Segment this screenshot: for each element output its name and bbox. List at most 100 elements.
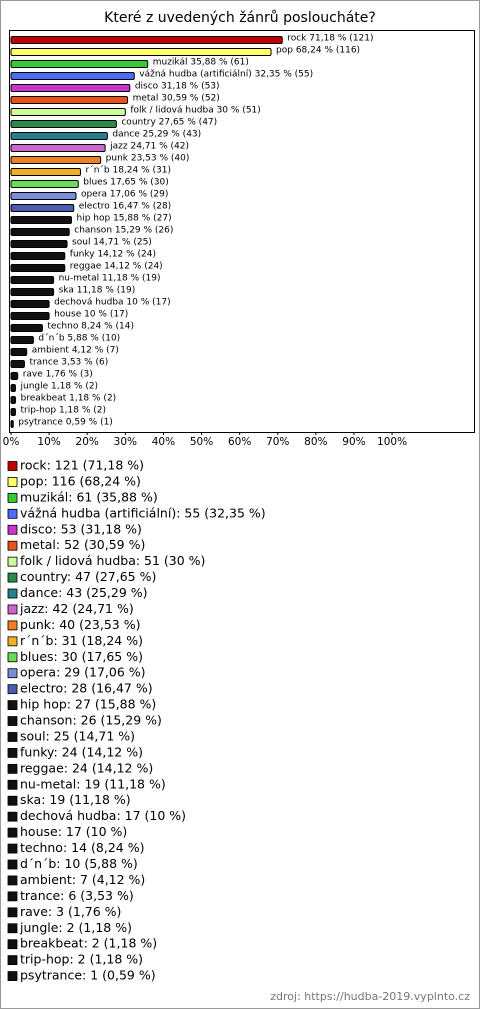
chart-title: Které z uvedených žánrů posloucháte? <box>104 10 376 26</box>
x-tick-label: 80% <box>304 436 327 448</box>
bar-label: breakbeat 1,18 % (2) <box>20 394 116 404</box>
bar-label: hip hop 15,88 % (27) <box>77 214 172 224</box>
bar-label: d´n´b 5,88 % (10) <box>38 333 120 344</box>
bar <box>10 156 102 164</box>
bar-label: r´n´b 18,24 % (31) <box>86 165 172 176</box>
legend-swatch <box>7 700 18 710</box>
legend-label: dechová hudba: 17 (10 %) <box>20 808 186 823</box>
legend-label: opera: 29 (17,06 %) <box>20 665 146 680</box>
legend-label: chanson: 26 (15,29 %) <box>20 713 162 728</box>
legend-label: breakbeat: 2 (1,18 %) <box>20 936 157 951</box>
legend-label: rave: 3 (1,76 %) <box>20 904 121 919</box>
legend-swatch <box>7 716 18 726</box>
bar <box>10 360 25 368</box>
bar <box>10 204 75 212</box>
legend-swatch <box>7 748 18 758</box>
bar <box>10 396 16 404</box>
bar-label: rave 1,76 % (3) <box>23 370 93 380</box>
legend-swatch <box>7 652 18 663</box>
legend-swatch <box>7 843 18 854</box>
x-tick-label: 60% <box>228 436 251 448</box>
legend-label: rock: 121 (71,18 %) <box>20 458 144 473</box>
legend-label: trip-hop: 2 (1,18 %) <box>20 952 143 967</box>
legend-swatch <box>7 827 18 838</box>
bar <box>10 132 108 140</box>
legend-swatch <box>7 540 18 551</box>
legend-swatch <box>7 572 18 583</box>
legend-swatch <box>7 795 18 806</box>
bar <box>10 36 283 44</box>
bar-label: dance 25,29 % (43) <box>112 130 201 140</box>
x-tick-label: 50% <box>190 436 213 448</box>
legend-swatch <box>7 907 18 918</box>
bar <box>10 180 79 188</box>
x-tick-label: 100% <box>377 436 407 448</box>
legend-label: folk / lidová hudba: 51 (30 %) <box>20 553 205 568</box>
legend-swatch <box>7 779 18 790</box>
legend-swatch <box>7 556 18 567</box>
bar-label: trance 3,53 % (6) <box>29 358 108 368</box>
legend-swatch <box>7 971 18 981</box>
legend-swatch <box>7 955 18 966</box>
legend-label: ambient: 7 (4,12 %) <box>20 872 145 887</box>
bar <box>10 324 43 332</box>
legend-swatch <box>7 524 18 535</box>
bar <box>10 372 19 380</box>
legend-label: ska: 19 (11,18 %) <box>20 792 131 807</box>
bar <box>10 168 82 176</box>
x-tick-label: 70% <box>266 436 289 448</box>
x-tick-label: 10% <box>37 436 60 448</box>
x-tick-label: 0% <box>3 436 20 448</box>
bar <box>10 84 131 92</box>
x-tick-label: 40% <box>152 436 175 448</box>
legend-label: d´n´b: 10 (5,88 %) <box>20 856 138 871</box>
legend-label: dance: 43 (25,29 %) <box>20 585 148 600</box>
legend-swatch <box>7 477 18 487</box>
legend-swatch <box>7 939 18 950</box>
legend-label: punk: 40 (23,53 %) <box>20 617 140 632</box>
legend-swatch <box>7 668 18 679</box>
legend-label: disco: 53 (31,18 %) <box>20 521 142 536</box>
bar-label: chanson 15,29 % (26) <box>74 226 173 236</box>
bar-label: blues 17,65 % (30) <box>83 178 169 188</box>
legend-swatch <box>7 604 18 615</box>
bar-label: punk 23,53 % (40) <box>106 154 190 164</box>
bar <box>10 384 16 392</box>
bar <box>10 192 77 200</box>
legend-label: psytrance: 1 (0,59 %) <box>20 968 156 983</box>
legend-swatch <box>7 859 18 870</box>
legend-swatch <box>7 684 18 695</box>
bar <box>10 228 70 236</box>
bar-label: reggae 14,12 % (24) <box>70 262 163 272</box>
source: zdroj: https://hudba-2019.vyplnto.cz <box>270 990 470 1003</box>
legend-swatch <box>7 763 18 774</box>
bar-label: psytrance 0,59 % (1) <box>18 418 113 428</box>
legend-label: techno: 14 (8,24 %) <box>20 840 144 855</box>
bar <box>10 48 272 56</box>
bar-label: jungle 1,18 % (2) <box>19 382 98 392</box>
bar-label: country 27,65 % (47) <box>121 118 217 128</box>
legend-swatch <box>7 732 18 742</box>
bar-label: techno 8,24 % (14) <box>47 322 134 332</box>
bar-label: soul 14,71 % (25) <box>72 238 152 248</box>
legend-swatch <box>7 636 18 647</box>
legend-swatch <box>7 588 18 599</box>
bar-label: metal 30,59 % (52) <box>133 94 220 104</box>
legend-swatch <box>7 620 18 631</box>
legend-swatch <box>7 811 18 822</box>
bar-label: jazz 24,71 % (42) <box>109 142 189 152</box>
bar-label: electro 16,47 % (28) <box>79 202 171 212</box>
bar-label: disco 31,18 % (53) <box>135 82 220 92</box>
bar <box>10 72 135 80</box>
bar-label: rock 71,18 % (121) <box>287 34 373 44</box>
bar <box>10 312 50 320</box>
bar <box>10 276 55 284</box>
legend-swatch <box>7 891 18 902</box>
legend-label: jungle: 2 (1,18 %) <box>19 920 132 935</box>
legend-label: trance: 6 (3,53 %) <box>20 888 134 903</box>
bar <box>10 336 34 344</box>
bar-label: house 10 % (17) <box>54 310 128 320</box>
legend-label: house: 17 (10 %) <box>20 824 127 839</box>
legend-label: muzikál: 61 (35,88 %) <box>20 489 158 504</box>
